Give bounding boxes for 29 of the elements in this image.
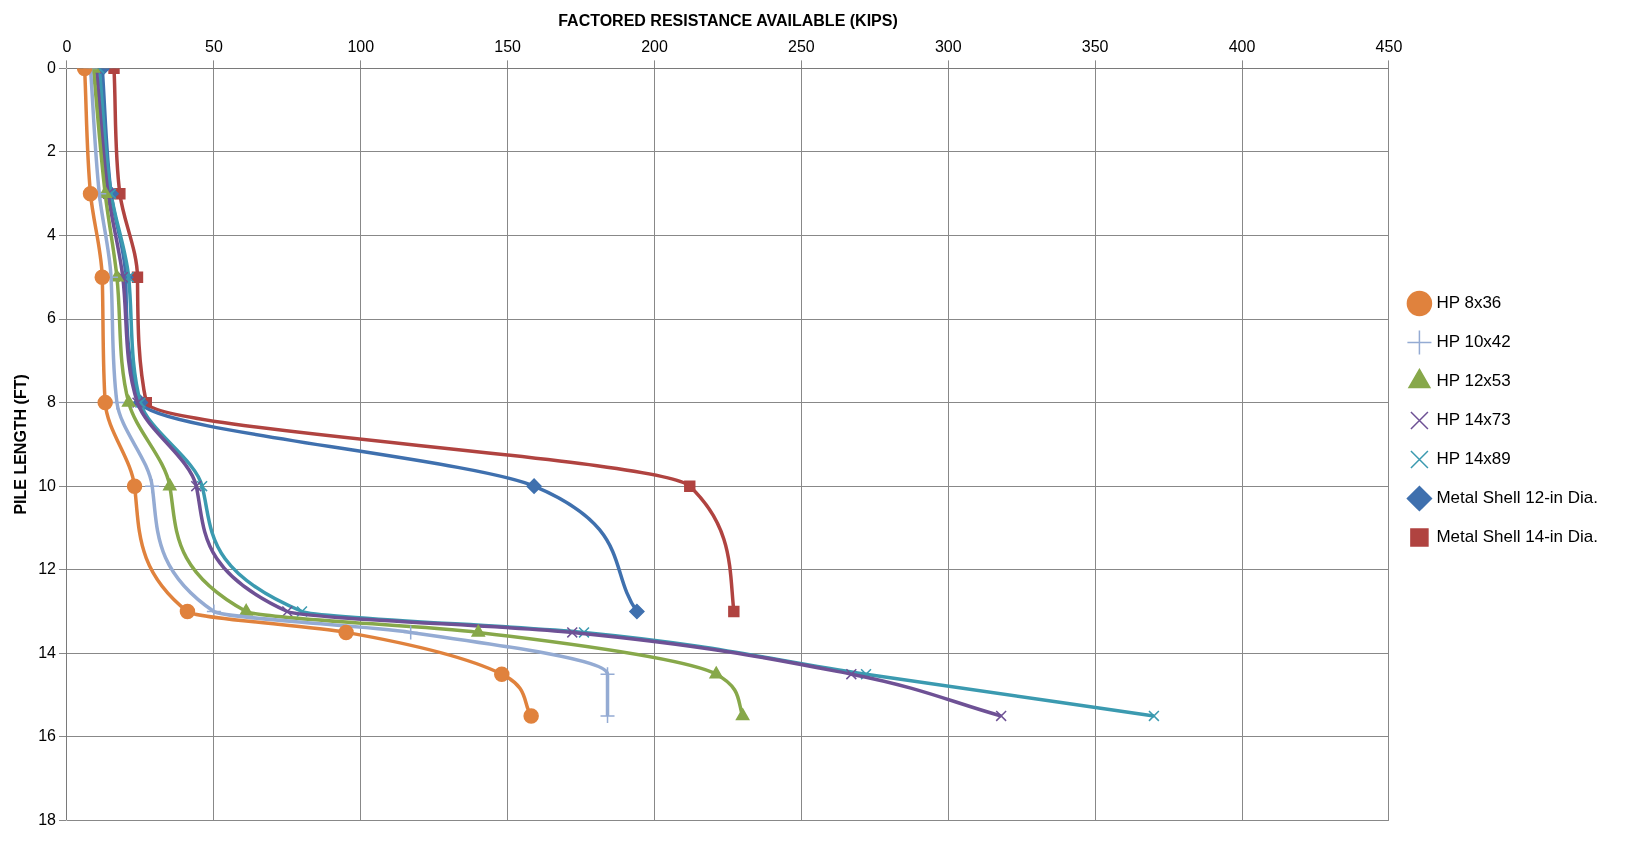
x-tick-label: 400	[1228, 38, 1256, 56]
y-tick-label: 16	[38, 727, 57, 745]
legend-label: HP 8x36	[1436, 293, 1502, 313]
x-tick-label: 50	[204, 38, 223, 56]
y-tick-label: 2	[47, 142, 57, 160]
legend-label: HP 12x53	[1436, 371, 1511, 391]
x-tick-label: 100	[347, 38, 375, 56]
y-tick-label: 14	[38, 643, 57, 661]
y-tick-label: 0	[47, 58, 57, 76]
legend-label: HP 14x89	[1436, 449, 1511, 469]
x-tick-label: 300	[934, 38, 962, 56]
y-tick-label: 8	[47, 393, 57, 411]
y-tick-label: 12	[38, 560, 57, 578]
x-tick-label: 200	[641, 38, 668, 56]
x-tick-label: 150	[494, 38, 522, 56]
legend-label: HP 14x73	[1436, 410, 1511, 430]
legend-label: Metal Shell 12-in Dia.	[1436, 488, 1598, 508]
y-tick-label: 6	[47, 309, 57, 327]
x-tick-label: 350	[1081, 38, 1109, 56]
x-axis-title: FACTORED RESISTANCE AVAILABLE (KIPS)	[558, 12, 898, 30]
legend-label: Metal Shell 14-in Dia.	[1436, 527, 1598, 547]
y-tick-label: 10	[38, 476, 57, 494]
legend-label: HP 10x42	[1436, 332, 1511, 352]
y-tick-label: 4	[47, 225, 57, 243]
x-tick-label: 0	[62, 38, 72, 56]
y-axis-title: PILE LENGTH (FT)	[12, 374, 30, 515]
x-tick-label: 250	[788, 38, 815, 56]
x-tick-label: 450	[1375, 38, 1403, 56]
y-tick-label: 18	[38, 810, 57, 828]
